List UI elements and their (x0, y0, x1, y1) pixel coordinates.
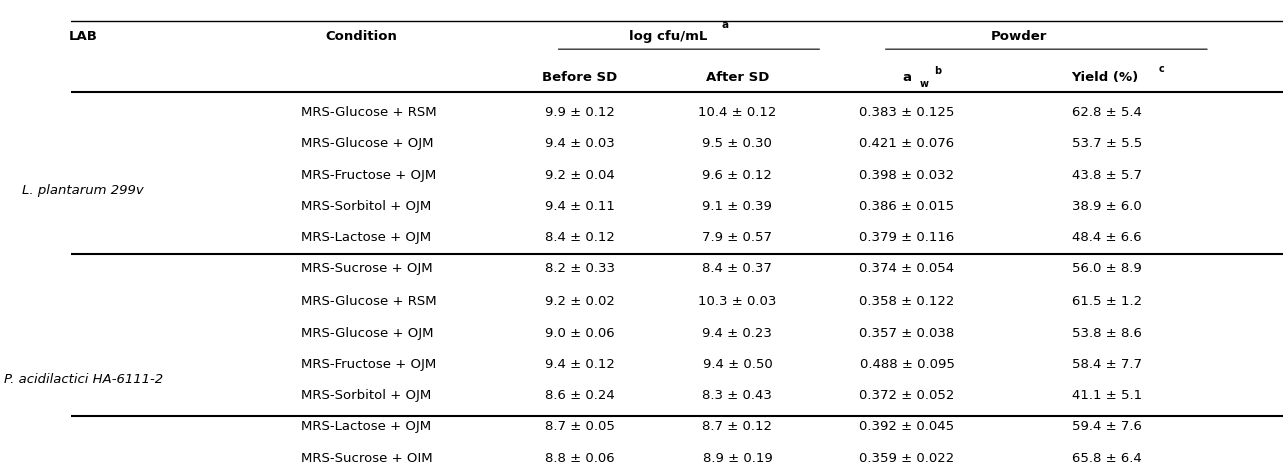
Text: 0.421 ± 0.076: 0.421 ± 0.076 (859, 137, 954, 150)
Text: 0.488 ± 0.095: 0.488 ± 0.095 (859, 358, 954, 371)
Text: P. acidilactici HA-6111-2: P. acidilactici HA-6111-2 (4, 373, 163, 387)
Text: b: b (933, 66, 941, 76)
Text: 9.4 ± 0.50: 9.4 ± 0.50 (702, 358, 772, 371)
Text: LAB: LAB (68, 30, 98, 43)
Text: 0.374 ± 0.054: 0.374 ± 0.054 (859, 262, 954, 275)
Text: 0.358 ± 0.122: 0.358 ± 0.122 (859, 295, 955, 308)
Text: 0.359 ± 0.022: 0.359 ± 0.022 (859, 452, 954, 462)
Text: c: c (1158, 64, 1165, 74)
Text: 43.8 ± 5.7: 43.8 ± 5.7 (1072, 169, 1141, 182)
Text: a: a (903, 71, 912, 84)
Text: Condition: Condition (326, 30, 398, 43)
Text: 65.8 ± 6.4: 65.8 ± 6.4 (1072, 452, 1141, 462)
Text: After SD: After SD (706, 71, 769, 84)
Text: 8.3 ± 0.43: 8.3 ± 0.43 (702, 389, 772, 402)
Text: MRS-Glucose + RSM: MRS-Glucose + RSM (302, 106, 437, 119)
Text: MRS-Fructose + OJM: MRS-Fructose + OJM (302, 358, 437, 371)
Text: Yield (%): Yield (%) (1071, 71, 1143, 84)
Text: 61.5 ± 1.2: 61.5 ± 1.2 (1072, 295, 1141, 308)
Text: MRS-Sorbitol + OJM: MRS-Sorbitol + OJM (302, 200, 431, 213)
Text: 9.1 ± 0.39: 9.1 ± 0.39 (702, 200, 772, 213)
Text: 9.2 ± 0.04: 9.2 ± 0.04 (544, 169, 615, 182)
Text: 8.2 ± 0.33: 8.2 ± 0.33 (544, 262, 615, 275)
Text: MRS-Glucose + RSM: MRS-Glucose + RSM (302, 295, 437, 308)
Text: 62.8 ± 5.4: 62.8 ± 5.4 (1072, 106, 1141, 119)
Text: 10.4 ± 0.12: 10.4 ± 0.12 (698, 106, 777, 119)
Text: 0.379 ± 0.116: 0.379 ± 0.116 (859, 231, 954, 244)
Text: MRS-Glucose + OJM: MRS-Glucose + OJM (302, 137, 434, 150)
Text: 0.357 ± 0.038: 0.357 ± 0.038 (859, 327, 954, 340)
Text: MRS-Glucose + OJM: MRS-Glucose + OJM (302, 327, 434, 340)
Text: 9.4 ± 0.23: 9.4 ± 0.23 (702, 327, 772, 340)
Text: 0.392 ± 0.045: 0.392 ± 0.045 (859, 420, 954, 433)
Text: 48.4 ± 6.6: 48.4 ± 6.6 (1072, 231, 1141, 244)
Text: MRS-Lactose + OJM: MRS-Lactose + OJM (302, 420, 431, 433)
Text: 41.1 ± 5.1: 41.1 ± 5.1 (1072, 389, 1141, 402)
Text: 58.4 ± 7.7: 58.4 ± 7.7 (1072, 358, 1141, 371)
Text: 9.5 ± 0.30: 9.5 ± 0.30 (702, 137, 772, 150)
Text: 9.4 ± 0.03: 9.4 ± 0.03 (544, 137, 615, 150)
Text: 9.6 ± 0.12: 9.6 ± 0.12 (702, 169, 772, 182)
Text: 0.386 ± 0.015: 0.386 ± 0.015 (859, 200, 954, 213)
Text: 8.4 ± 0.37: 8.4 ± 0.37 (702, 262, 772, 275)
Text: MRS-Sorbitol + OJM: MRS-Sorbitol + OJM (302, 389, 431, 402)
Text: MRS-Sucrose + OJM: MRS-Sucrose + OJM (302, 262, 433, 275)
Text: w: w (919, 79, 928, 89)
Text: L. plantarum 299v: L. plantarum 299v (22, 184, 144, 197)
Text: MRS-Fructose + OJM: MRS-Fructose + OJM (302, 169, 437, 182)
Text: 59.4 ± 7.6: 59.4 ± 7.6 (1072, 420, 1141, 433)
Text: 0.383 ± 0.125: 0.383 ± 0.125 (859, 106, 955, 119)
Text: 0.372 ± 0.052: 0.372 ± 0.052 (859, 389, 955, 402)
Text: log cfu/mL: log cfu/mL (629, 30, 713, 43)
Text: 8.7 ± 0.12: 8.7 ± 0.12 (702, 420, 773, 433)
Text: 53.8 ± 8.6: 53.8 ± 8.6 (1072, 327, 1141, 340)
Text: 9.2 ± 0.02: 9.2 ± 0.02 (544, 295, 615, 308)
Text: 38.9 ± 6.0: 38.9 ± 6.0 (1072, 200, 1141, 213)
Text: 8.9 ± 0.19: 8.9 ± 0.19 (702, 452, 772, 462)
Text: 53.7 ± 5.5: 53.7 ± 5.5 (1072, 137, 1141, 150)
Text: 7.9 ± 0.57: 7.9 ± 0.57 (702, 231, 773, 244)
Text: 8.8 ± 0.06: 8.8 ± 0.06 (546, 452, 615, 462)
Text: 9.0 ± 0.06: 9.0 ± 0.06 (546, 327, 615, 340)
Text: 0.398 ± 0.032: 0.398 ± 0.032 (859, 169, 954, 182)
Text: 9.9 ± 0.12: 9.9 ± 0.12 (544, 106, 615, 119)
Text: MRS-Lactose + OJM: MRS-Lactose + OJM (302, 231, 431, 244)
Text: Powder: Powder (991, 30, 1048, 43)
Text: a: a (722, 20, 729, 30)
Text: 8.4 ± 0.12: 8.4 ± 0.12 (544, 231, 615, 244)
Text: MRS-Sucrose + OJM: MRS-Sucrose + OJM (302, 452, 433, 462)
Text: 9.4 ± 0.12: 9.4 ± 0.12 (544, 358, 615, 371)
Text: 10.3 ± 0.03: 10.3 ± 0.03 (698, 295, 777, 308)
Text: 8.6 ± 0.24: 8.6 ± 0.24 (544, 389, 615, 402)
Text: 9.4 ± 0.11: 9.4 ± 0.11 (544, 200, 615, 213)
Text: 56.0 ± 8.9: 56.0 ± 8.9 (1072, 262, 1141, 275)
Text: Before SD: Before SD (542, 71, 618, 84)
Text: 8.7 ± 0.05: 8.7 ± 0.05 (544, 420, 615, 433)
